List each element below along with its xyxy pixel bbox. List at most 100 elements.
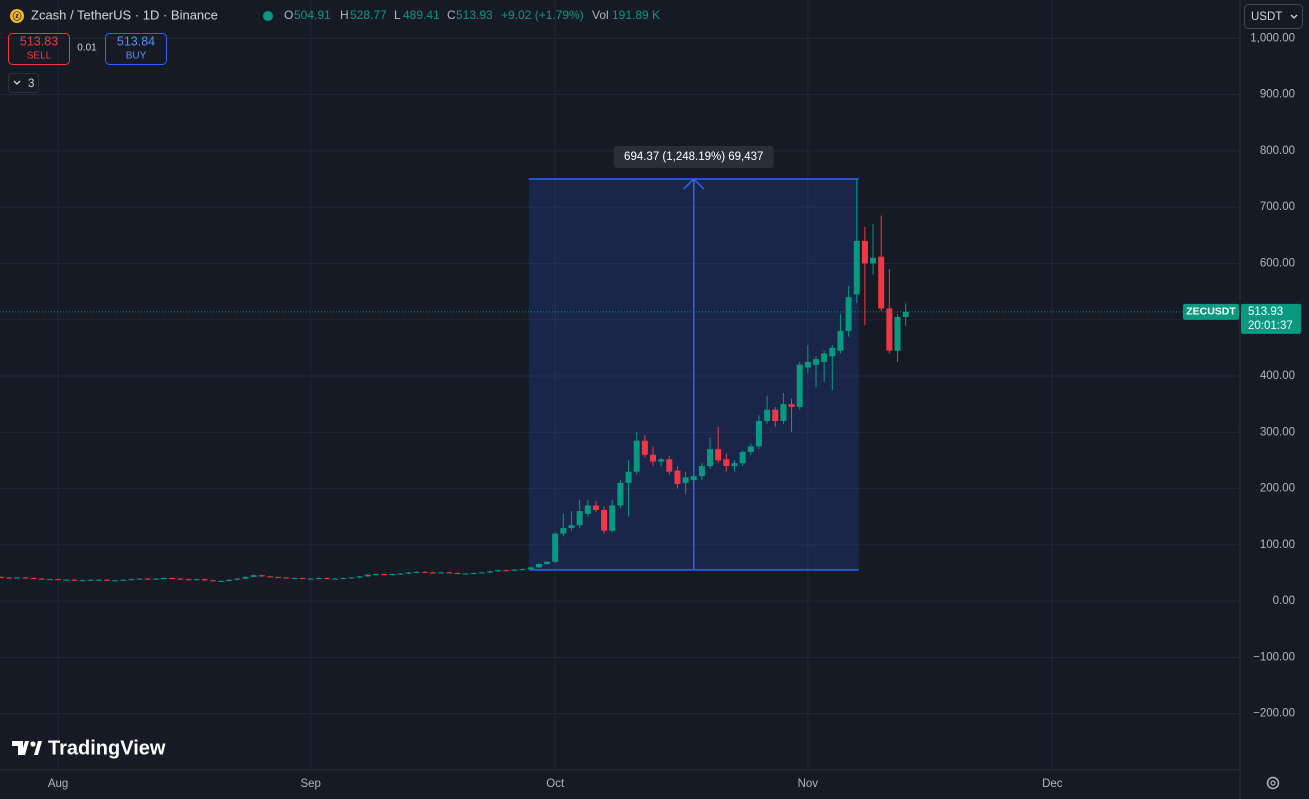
buy-button[interactable] [105,33,167,65]
volume-value: 191.89 K [612,8,660,22]
candle-body [275,576,282,578]
candle-body [584,505,591,514]
candle-body [291,578,298,580]
candle-body [226,579,233,581]
close-label: C [447,8,456,22]
candle-body [698,466,705,477]
y-tick-label: 1,000.00 [1250,32,1295,44]
toggle-chevron [13,80,21,85]
candle-body [544,561,551,564]
candle-body [348,577,355,579]
settings-button[interactable] [1266,776,1280,790]
candle-body [71,579,78,581]
candle-body [560,527,567,534]
logo-icon [12,741,29,755]
status-dot [263,11,273,21]
coin-icon [10,9,24,23]
candle-body [535,563,542,568]
candle-body [234,578,241,580]
candle-body [0,576,4,578]
candle-body [63,579,70,581]
candle-body [739,451,746,464]
candle-body [894,316,901,351]
spread: 0.01 [77,43,97,54]
candle-body [902,311,909,317]
candle-body [209,580,216,582]
indicators-count: 3 [28,78,34,90]
candle-body [723,459,730,467]
sell-label: SELL [27,51,52,62]
candle-body [666,459,673,472]
candle-body [38,578,45,580]
candle-body [87,579,94,581]
candle-body [625,471,632,483]
candle-body [503,570,510,572]
sell-button[interactable] [8,33,70,65]
candle-body [886,308,893,351]
candle-body [250,575,257,577]
candle-body [731,463,738,467]
candle-body [837,330,844,351]
measure-label: 694.37 (1,248.19%) 69,437 [624,151,763,163]
candle-body [658,459,665,462]
candle-body [641,440,648,455]
candle-body [283,577,290,579]
buy-label: BUY [126,51,147,62]
candle-body [389,574,396,576]
candle-body [299,578,306,580]
open-label: O [284,8,293,22]
candle-body [381,574,388,576]
candle-body [340,578,347,580]
price-tag-countdown: 20:01:37 [1248,320,1293,332]
y-tick-label: 0.00 [1273,595,1295,607]
candle-body [576,511,583,526]
candle-body [519,569,526,571]
low-label: L [394,8,401,22]
candle-body [372,574,379,576]
candle-body [870,257,877,264]
buy-price: 513.84 [117,34,155,48]
sell-price: 513.83 [20,34,58,48]
x-tick-label: Oct [546,778,565,790]
candle-body [487,571,493,573]
candle-body [772,409,779,422]
candle-body [804,361,811,368]
candle-body [478,572,485,574]
y-tick-label: −200.00 [1253,708,1295,720]
candle-body [527,567,534,570]
candle-body [715,449,722,461]
y-tick-label: 900.00 [1260,89,1295,101]
candle-body [609,505,616,531]
indicators-toggle[interactable] [8,73,39,93]
y-tick-label: 700.00 [1260,201,1295,213]
candle-body [438,572,445,574]
candle-body [511,569,518,571]
candle-body [364,574,371,577]
candle-body [829,347,836,357]
candle-body [218,580,225,582]
candle-body [46,579,53,581]
candle-body [128,579,135,581]
y-tick-label: 600.00 [1260,257,1295,269]
candle-body [22,577,29,579]
candle-body [161,578,167,580]
volume-label: Vol [592,8,609,22]
symbol-tag [1183,303,1239,320]
high-value: 528.77 [350,8,387,22]
candle-body [821,353,828,362]
coin-icon-glyph: ⓩ [12,10,21,21]
x-tick-label: Nov [798,778,819,790]
candle-body [14,577,21,579]
candle-body [682,477,689,483]
candle-body [79,580,86,582]
candle-body [707,449,714,467]
candle-body [755,421,762,447]
plot: 694.37 (1,248.19%) 69,437 [0,145,1240,582]
candle-body [315,578,322,580]
y-tick-label: −100.00 [1253,651,1295,663]
candle-body [242,576,249,579]
candle-body [470,572,477,574]
currency-dropdown[interactable] [1244,4,1303,29]
